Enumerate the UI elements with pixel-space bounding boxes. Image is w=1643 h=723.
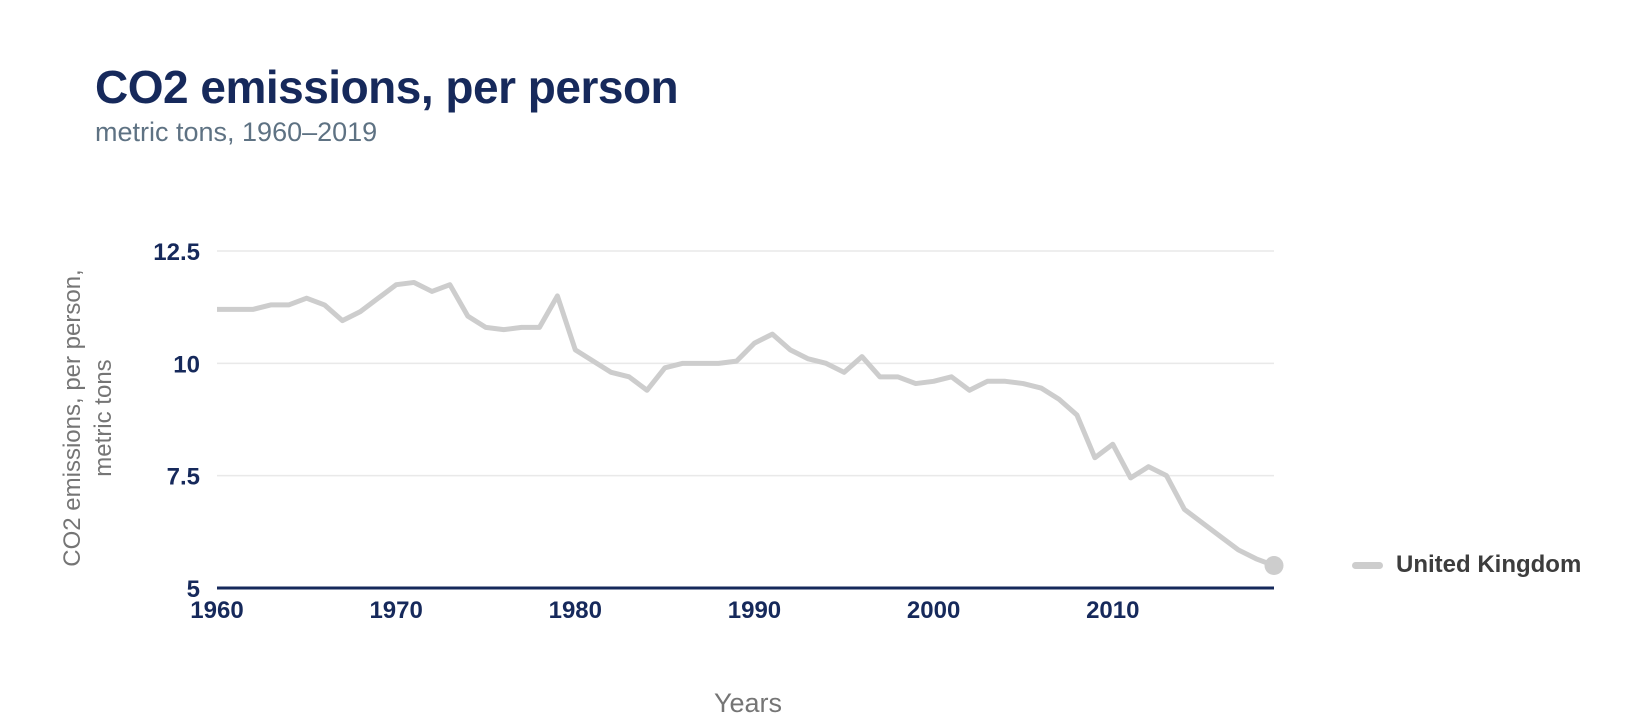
x-tick-label-2010: 2010 [1086, 597, 1139, 624]
y-axis-title-line1: CO2 emissions, per person, [58, 269, 86, 567]
series-line-united-kingdom [217, 279, 1275, 568]
y-tick-label-10: 10 [173, 351, 200, 378]
y-tick-label-12.5: 12.5 [153, 239, 200, 266]
legend-label: United Kingdom [1396, 551, 1582, 578]
y-axis-title-line2: metric tons [90, 359, 117, 477]
y-tick-label-5: 5 [187, 576, 200, 603]
legend-item-united-kingdom[interactable]: United Kingdom [1352, 551, 1581, 579]
x-tick-label-1990: 1990 [728, 597, 781, 624]
x-tick-label-1960: 1960 [190, 597, 243, 624]
series-end-dot [1264, 556, 1284, 576]
y-axis-title: CO2 emissions, per person, metric tons [57, 269, 119, 566]
x-tick-label-1970: 1970 [369, 597, 422, 624]
y-tick-label-7.5: 7.5 [167, 464, 200, 491]
chart-title: CO2 emissions, per person [95, 60, 679, 113]
x-axis-title: Years [713, 688, 783, 718]
x-tick-label-1980: 1980 [549, 597, 602, 624]
chart-subtitle: metric tons, 1960–2019 [95, 117, 378, 147]
x-tick-label-2000: 2000 [907, 597, 960, 624]
legend-line-swatch [1352, 561, 1383, 569]
